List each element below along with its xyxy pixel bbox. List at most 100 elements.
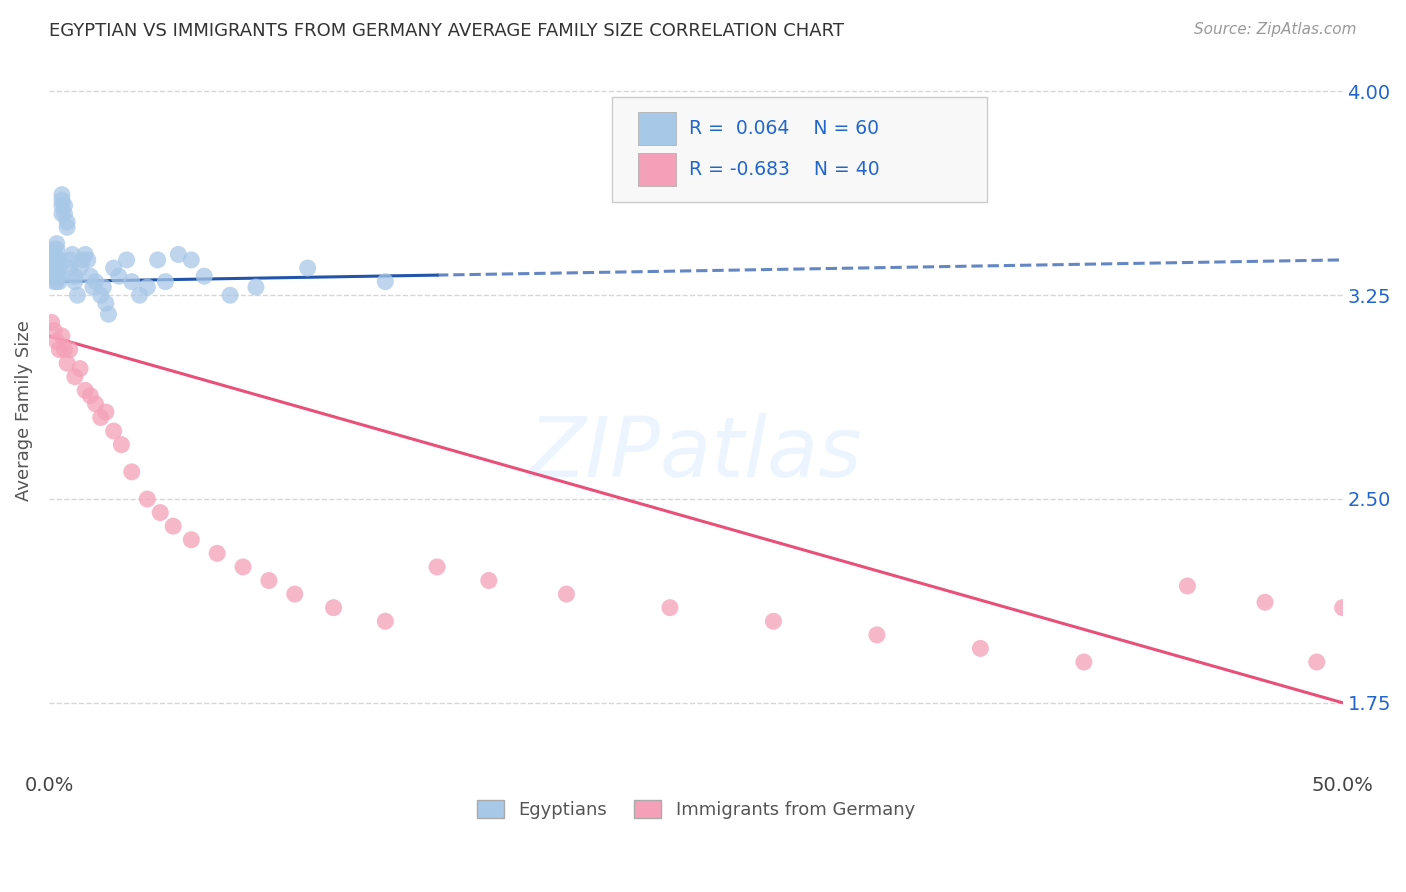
Text: Source: ZipAtlas.com: Source: ZipAtlas.com [1194, 22, 1357, 37]
Text: ZIPatlas: ZIPatlas [529, 413, 863, 494]
Point [374, 275, 396, 289]
Point [180, 533, 202, 547]
Point [103, 260, 125, 275]
Point [44, 275, 66, 289]
Point [48, 252, 70, 267]
Point [75, 247, 97, 261]
Point [110, 437, 132, 451]
Point [245, 280, 267, 294]
Point [103, 424, 125, 438]
Y-axis label: Average Family Size: Average Family Size [15, 320, 32, 501]
Point [97, 307, 120, 321]
Point [66, 288, 89, 302]
Point [1177, 579, 1199, 593]
Point [59, 343, 82, 357]
Point [48, 269, 70, 284]
Point [205, 546, 228, 560]
Point [48, 275, 70, 289]
Text: R =  0.064    N = 60: R = 0.064 N = 60 [689, 119, 879, 138]
Point [56, 220, 79, 235]
Point [45, 252, 67, 267]
Point [41, 260, 63, 275]
Point [762, 614, 785, 628]
Point [219, 288, 242, 302]
Point [63, 269, 86, 284]
Point [1073, 655, 1095, 669]
Point [136, 280, 159, 294]
Point [232, 560, 254, 574]
Point [167, 247, 190, 261]
Point [51, 329, 73, 343]
Point [136, 491, 159, 506]
Point [284, 587, 307, 601]
Point [149, 506, 172, 520]
Point [45, 334, 67, 349]
Point [76, 252, 98, 267]
Point [45, 236, 67, 251]
Point [90, 410, 112, 425]
Point [53, 198, 76, 212]
Point [41, 252, 63, 267]
Point [374, 614, 396, 628]
Point [75, 384, 97, 398]
Point [53, 343, 76, 357]
Point [63, 275, 86, 289]
Point [45, 258, 67, 272]
Point [45, 264, 67, 278]
Point [94, 405, 117, 419]
Point [84, 275, 107, 289]
Point [426, 560, 449, 574]
Point [44, 324, 66, 338]
Text: R = -0.683    N = 40: R = -0.683 N = 40 [689, 160, 880, 179]
Point [79, 389, 101, 403]
Point [121, 275, 143, 289]
Point [63, 369, 86, 384]
Point [45, 275, 67, 289]
Legend: Egyptians, Immigrants from Germany: Egyptians, Immigrants from Germany [470, 793, 922, 827]
Point [56, 356, 79, 370]
Point [478, 574, 501, 588]
Point [51, 198, 73, 212]
Point [53, 207, 76, 221]
Point [48, 260, 70, 275]
Point [44, 260, 66, 275]
Text: EGYPTIAN VS IMMIGRANTS FROM GERMANY AVERAGE FAMILY SIZE CORRELATION CHART: EGYPTIAN VS IMMIGRANTS FROM GERMANY AVER… [49, 22, 844, 40]
Point [115, 252, 138, 267]
Point [44, 242, 66, 256]
Point [51, 187, 73, 202]
Point [1306, 655, 1329, 669]
Point [555, 587, 578, 601]
Point [969, 641, 991, 656]
Point [1331, 600, 1354, 615]
Point [48, 343, 70, 357]
Point [658, 600, 681, 615]
Point [91, 280, 114, 294]
Point [45, 242, 67, 256]
Point [322, 600, 344, 615]
Point [69, 260, 91, 275]
Point [84, 397, 107, 411]
Point [44, 247, 66, 261]
Point [866, 628, 889, 642]
FancyBboxPatch shape [637, 153, 676, 186]
Point [146, 252, 169, 267]
Point [45, 269, 67, 284]
Point [90, 288, 112, 302]
Point [51, 193, 73, 207]
Point [72, 252, 94, 267]
Point [82, 280, 104, 294]
Point [60, 247, 83, 261]
Point [79, 269, 101, 284]
Point [155, 275, 177, 289]
Point [41, 264, 63, 278]
Point [193, 269, 215, 284]
FancyBboxPatch shape [612, 97, 987, 202]
Point [56, 215, 79, 229]
Point [108, 269, 131, 284]
Point [41, 269, 63, 284]
Point [128, 288, 150, 302]
Point [257, 574, 280, 588]
Point [121, 465, 143, 479]
Point [162, 519, 184, 533]
Point [44, 269, 66, 284]
